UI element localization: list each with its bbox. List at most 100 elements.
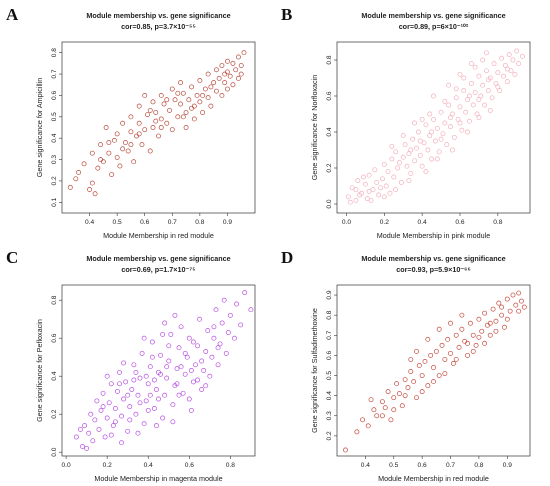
scatter-point [374,413,380,419]
scatter-point [100,390,106,396]
scatter-point [111,137,117,143]
scatter-point [516,290,522,296]
scatter-point [241,50,247,56]
scatter-point [160,415,166,421]
scatter-point [414,145,419,151]
scatter-point [112,419,118,425]
scatter-point [398,179,404,185]
scatter-point [106,400,112,406]
scatter-point [417,138,423,144]
x-tick-label: 0.8 [195,219,204,226]
scatter-point [423,169,429,175]
y-tick-label: 0.2 [51,176,58,185]
scatter-point [442,356,448,362]
y-axis-label: Gene significance for Ampicillin [35,78,44,177]
scatter-point [516,308,522,314]
scatter-point [482,310,488,316]
x-tick-label: 0.0 [62,462,71,469]
scatter-point [484,50,489,56]
scatter-point [166,343,172,349]
scatter-point [504,296,510,302]
scatter-point [232,335,237,341]
scatter-point [209,354,215,360]
scatter-point [394,381,400,387]
scatter-point [442,98,448,104]
scatter-point [193,362,198,368]
scatter-point [438,109,444,115]
scatter-point [149,354,155,360]
scatter-point [421,140,427,146]
scatter-point [414,348,419,354]
plot-frame [336,284,531,457]
scatter-point [371,407,377,413]
scatter-point [472,89,478,95]
scatter-point [476,334,482,340]
scatter-point [499,304,505,310]
scatter-chart-a: A Module membership vs. gene significance… [6,5,256,240]
scatter-point [480,82,486,88]
x-axis-label: Module Membership in red module [378,474,489,483]
scatter-point [436,149,442,155]
scatter-point [388,417,394,423]
x-tick-label: 0.4 [144,462,153,469]
scatter-point [433,348,439,354]
panel-letter: A [6,5,19,24]
scatter-point [442,371,448,376]
scatter-point [147,148,153,154]
scatter-point [156,396,161,402]
scatter-point [205,71,211,77]
scatter-point [108,381,114,387]
scatter-point [161,101,167,107]
scatter-point [400,133,406,139]
scatter-point [87,187,93,192]
scatter-point [162,392,168,398]
scatter-point [470,102,476,108]
scatter-point [427,111,433,117]
scatter-point [353,187,359,193]
scatter-point [213,307,219,313]
scatter-point [502,324,507,330]
scatter-point [408,356,414,362]
scatter-point [512,71,518,77]
y-tick-label: 0.7 [51,69,58,78]
scatter-point [114,131,120,137]
scatter-point [136,120,142,126]
scatter-point [211,80,217,86]
scatter-point [156,133,161,139]
scatter-point [485,88,491,94]
chart-subtitle: cor=0.85, p=3.7×10⁻⁵⁵ [121,22,196,31]
scatter-chart-d: D Module membership vs. gene significance… [281,248,531,483]
scatter-chart-b: B Module membership vs. gene significance… [281,5,531,240]
scatter-point [374,179,380,185]
y-tick-label: 0.8 [326,310,333,319]
scatter-point [125,148,131,154]
scatter-point [123,379,129,385]
scatter-point [379,176,385,182]
scatter-point [485,77,491,83]
scatter-point [188,368,194,373]
scatter-point [412,120,418,126]
scatter-point [360,417,365,423]
scatter-point [92,191,98,197]
scatter-point [131,377,137,383]
scatter-point [354,429,360,435]
scatter-point [125,428,131,434]
y-tick-label: 0.5 [51,112,58,121]
scatter-point [448,115,453,121]
scatter-point [412,158,418,164]
scatter-point [457,104,463,110]
scatter-point [189,84,195,90]
panel-letter: B [281,5,292,24]
scatter-point [114,154,120,160]
scatter-point [519,298,524,304]
scatter-point [108,432,114,438]
scatter-point [170,402,176,408]
scatter-point [211,335,217,341]
y-tick-label: 0.8 [51,48,58,57]
scatter-point [442,120,448,126]
scatter-point [169,86,175,92]
scatter-point [200,110,206,115]
scatter-point [355,178,361,184]
scatter-point [133,133,139,139]
y-tick-label: 0.4 [51,133,58,142]
